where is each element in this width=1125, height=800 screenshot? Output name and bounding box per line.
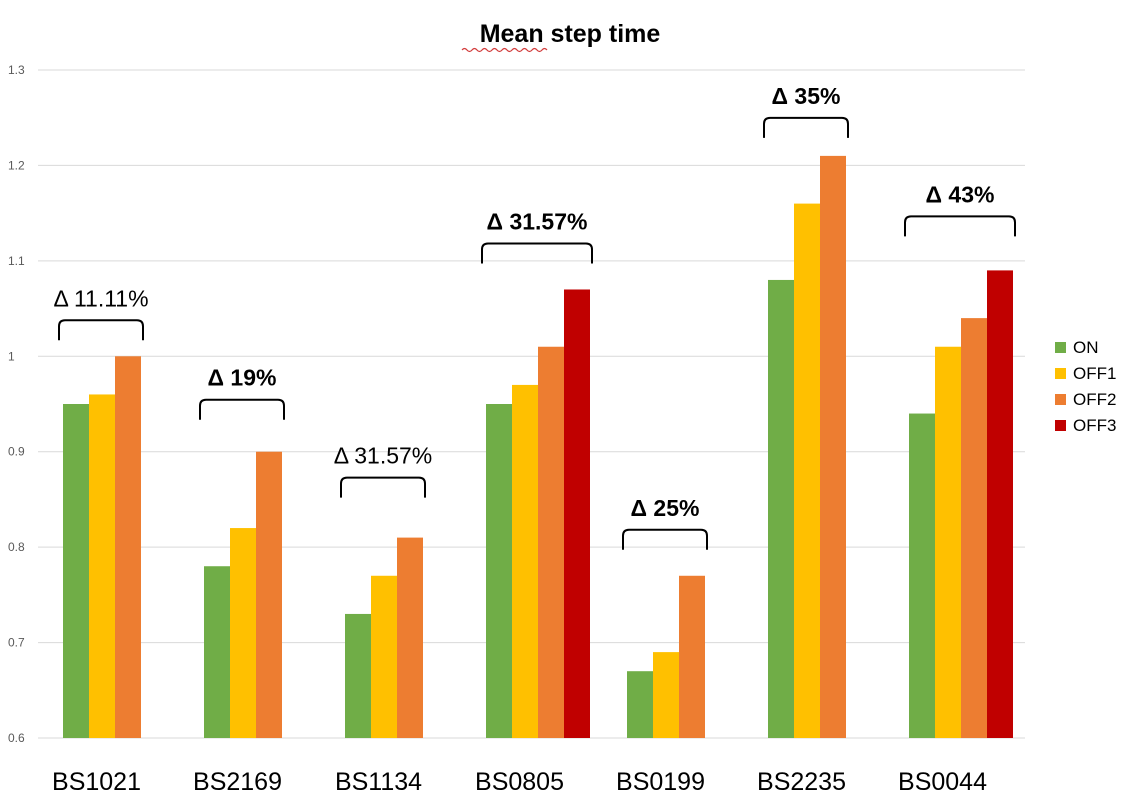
- bar-off1: [653, 652, 679, 738]
- legend-label-on: ON: [1073, 338, 1099, 357]
- legend-label-off3: OFF3: [1073, 416, 1116, 435]
- bar-off3: [987, 270, 1013, 738]
- bar-on: [909, 413, 935, 738]
- x-tick-label: BS2235: [757, 768, 846, 796]
- bar-off2: [820, 155, 846, 738]
- y-tick-label: 0.6: [8, 731, 25, 745]
- bar-off1: [794, 203, 820, 739]
- annotation-label: Δ 11.11%: [53, 285, 148, 311]
- bar-on: [768, 279, 794, 738]
- bar-off2: [961, 318, 987, 738]
- annotation-bracket: [481, 242, 593, 264]
- bar-off2: [538, 346, 564, 738]
- x-tick-label: BS0805: [475, 768, 564, 796]
- x-tick-label: BS0044: [898, 768, 987, 796]
- annotation-label: Δ 43%: [926, 181, 995, 207]
- x-axis-ticks: BS1021 BS2169 BS1134 BS0805 BS0199 BS2235 BS00…: [52, 768, 987, 796]
- annotation-label: Δ 25%: [631, 495, 700, 521]
- bar-off1: [371, 575, 397, 738]
- legend-swatch-off1: [1055, 368, 1066, 379]
- annotation-bracket: [58, 319, 144, 341]
- y-tick-label: 1.2: [8, 158, 25, 172]
- bar-off1: [230, 528, 256, 738]
- x-tick-label: BS2169: [193, 768, 282, 796]
- legend-swatch-on: [1055, 342, 1066, 353]
- bar-on: [63, 404, 89, 738]
- annotation-bracket: [199, 398, 285, 420]
- bar-on: [486, 404, 512, 738]
- legend-label-off1: OFF1: [1073, 364, 1116, 383]
- bar-off2: [256, 451, 282, 738]
- legend-swatch-off2: [1055, 394, 1066, 405]
- bar-off1: [89, 394, 115, 738]
- bar-off1: [935, 346, 961, 738]
- bar-off1: [512, 384, 538, 738]
- y-tick-label: 0.8: [8, 540, 25, 554]
- x-tick-label: BS1134: [335, 768, 422, 796]
- chart-title: Mean step time: [480, 20, 661, 48]
- bar-on: [204, 566, 230, 738]
- bar-on: [345, 613, 371, 738]
- annotation-bracket: [622, 528, 708, 550]
- annotation-label: Δ 35%: [772, 83, 841, 109]
- x-tick-label: BS0199: [616, 768, 705, 796]
- bar-off2: [397, 537, 423, 738]
- y-tick-label: 1.1: [8, 254, 25, 268]
- spellcheck-underline: [461, 47, 548, 53]
- annotations: Δ 11.11% Δ 19% Δ 31.57% Δ 31.57% Δ 25% Δ 35% Δ…: [53, 83, 1016, 550]
- y-tick-label: 1.3: [8, 63, 25, 77]
- legend-swatch-off3: [1055, 420, 1066, 431]
- annotation-bracket: [763, 116, 849, 138]
- bar-off2: [679, 575, 705, 738]
- y-axis-ticks: 0.6 0.7 0.8 0.9 1 1.1 1.2 1.3: [8, 63, 25, 745]
- annotation-label: Δ 19%: [208, 365, 277, 391]
- annotation-bracket: [340, 476, 426, 498]
- bar-on: [627, 671, 653, 738]
- legend-label-off2: OFF2: [1073, 390, 1116, 409]
- x-tick-label: BS1021: [52, 768, 141, 796]
- bar-off2: [115, 356, 141, 738]
- y-tick-label: 0.7: [8, 636, 25, 650]
- y-tick-label: 1: [8, 349, 15, 363]
- bar-off3: [564, 289, 590, 738]
- y-tick-label: 0.9: [8, 445, 25, 459]
- annotation-bracket: [904, 215, 1016, 237]
- annotation-label: Δ 31.57%: [487, 208, 588, 234]
- bars: [63, 155, 1013, 739]
- annotation-label: Δ 31.57%: [334, 443, 433, 469]
- legend: ON OFF1 OFF2 OFF3: [1055, 338, 1116, 435]
